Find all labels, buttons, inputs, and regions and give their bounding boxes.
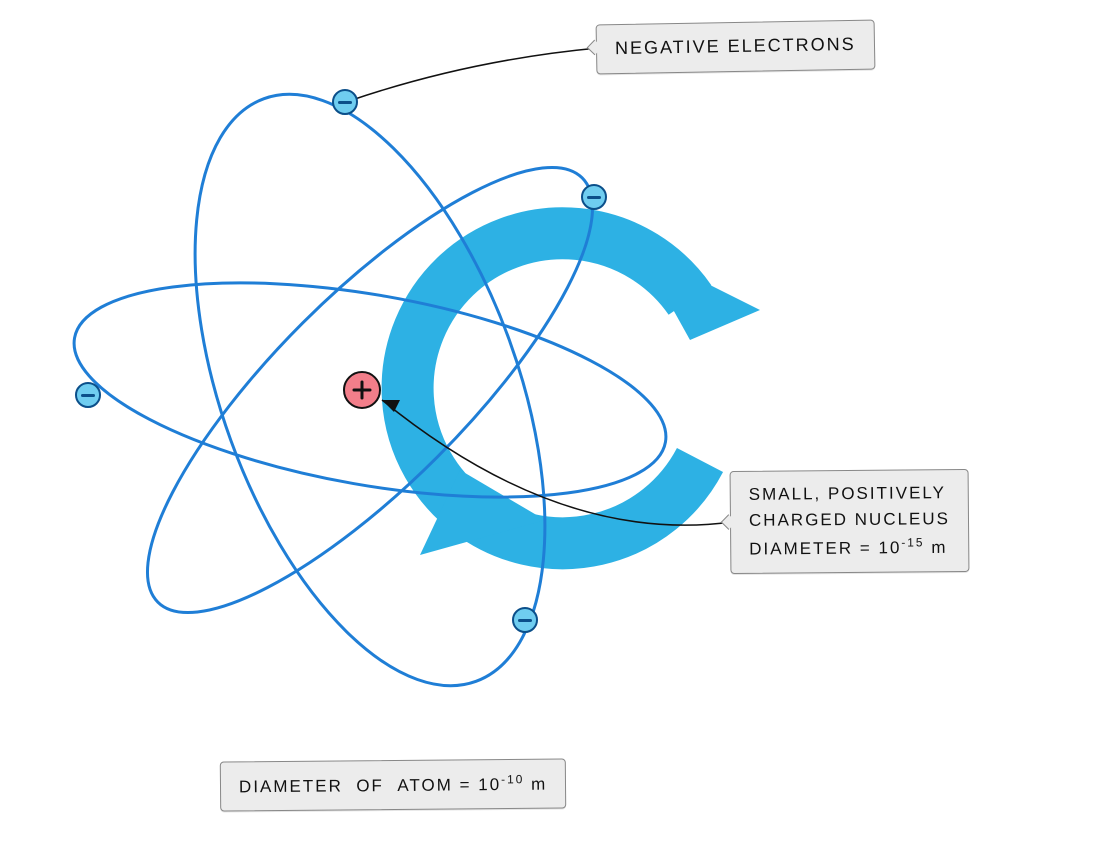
- atom-svg: [0, 0, 1100, 850]
- label-nucleus-line3: DIAMETER = 10-15 m: [749, 533, 950, 563]
- pointer-electrons: [352, 48, 598, 100]
- diagram-canvas: NEGATIVE ELECTRONS SMALL, POSITIVELY CHA…: [0, 0, 1100, 850]
- electron: [582, 185, 606, 209]
- electron: [513, 608, 537, 632]
- nucleus: [344, 372, 380, 408]
- label-atom-diameter-text: DIAMETER OF ATOM = 10-10 m: [239, 774, 547, 796]
- magnifier-ring: [408, 233, 760, 555]
- electron: [333, 90, 357, 114]
- electron: [76, 383, 100, 407]
- label-atom-diameter: DIAMETER OF ATOM = 10-10 m: [220, 758, 567, 811]
- label-nucleus-line2: CHARGED NUCLEUS: [749, 506, 950, 534]
- label-nucleus: SMALL, POSITIVELY CHARGED NUCLEUS DIAMET…: [730, 469, 970, 574]
- label-electrons-text: NEGATIVE ELECTRONS: [615, 34, 856, 58]
- label-nucleus-line1: SMALL, POSITIVELY: [749, 480, 950, 508]
- label-electrons: NEGATIVE ELECTRONS: [596, 20, 876, 75]
